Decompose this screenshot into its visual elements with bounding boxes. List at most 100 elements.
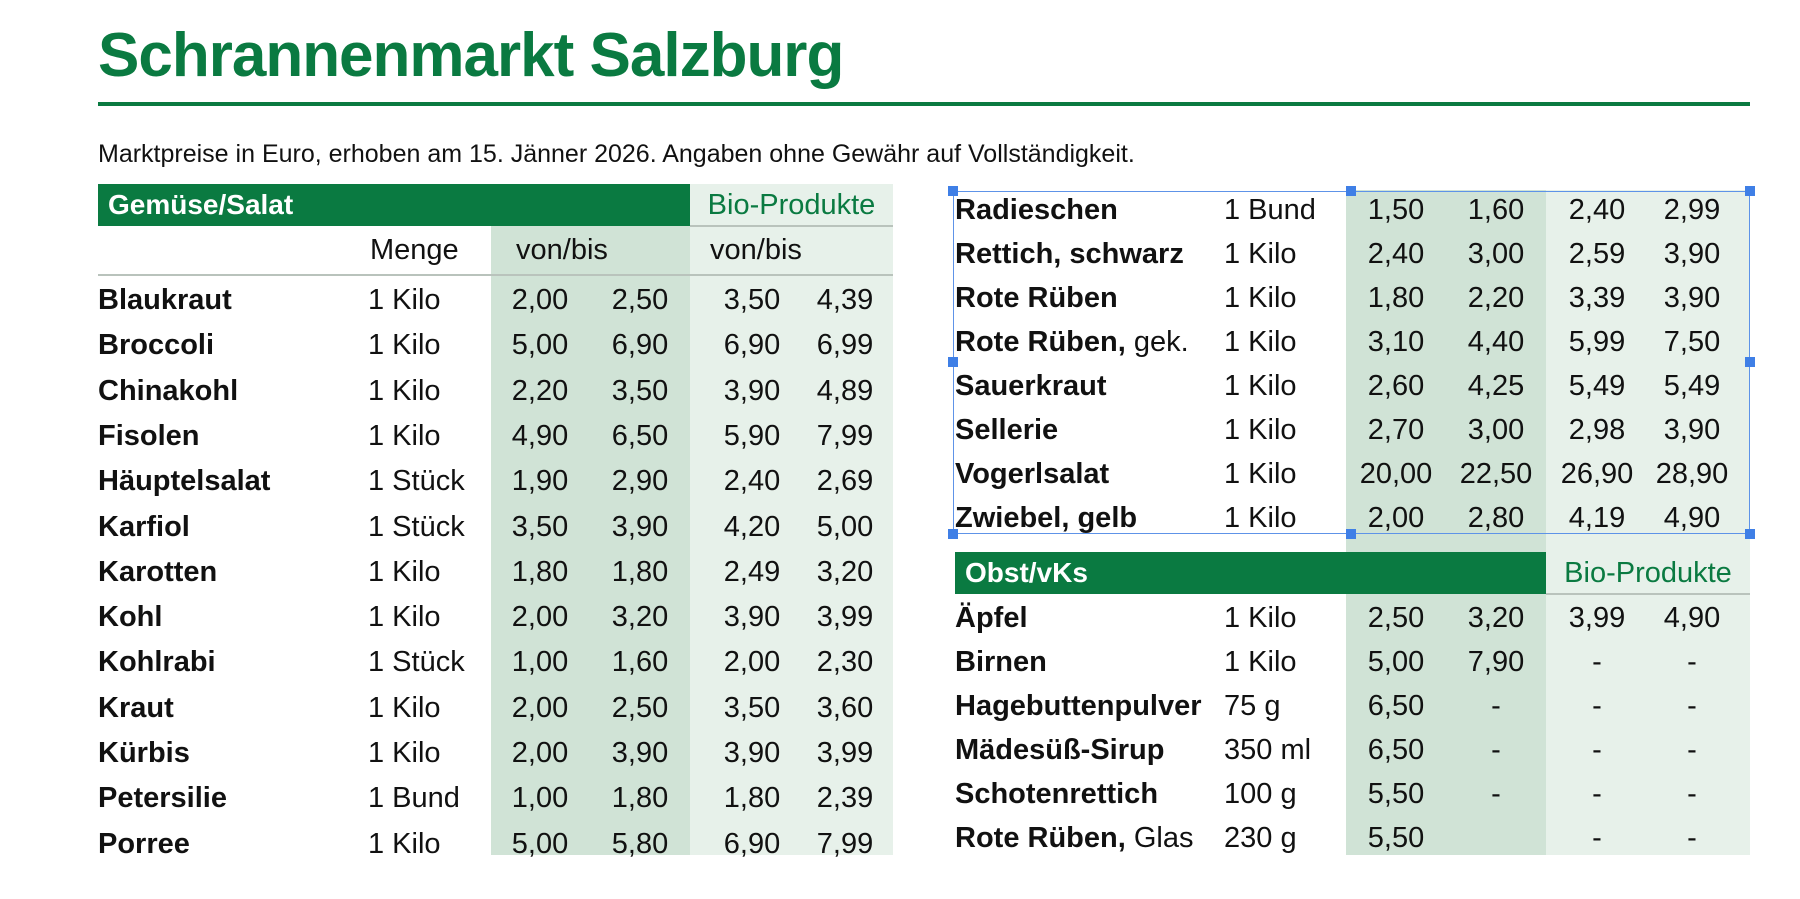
bio-price-to: 3,20 (816, 555, 874, 588)
product-name: Kohl (98, 595, 162, 639)
selection-handle-middle-right[interactable] (1745, 357, 1755, 367)
product-name-text: Blaukraut (98, 284, 232, 316)
product-name-text: Karfiol (98, 510, 190, 543)
price-to: 1,80 (611, 555, 669, 588)
price-from: 2,40 (1367, 238, 1425, 270)
bio-price-from: 3,99 (1568, 602, 1626, 634)
selection-handle-top-right[interactable] (1745, 186, 1755, 196)
bio-price-from: 2,00 (723, 646, 781, 679)
table-row: Birnen 1 Kilo 5,00 7,90 - - (0, 640, 1800, 684)
product-name-text: Rote Rüben, (955, 822, 1126, 854)
price-to: 3,00 (1467, 414, 1525, 446)
product-name: Porree (98, 822, 190, 866)
price-to: 6,50 (611, 419, 669, 452)
product-name: Birnen (955, 640, 1047, 684)
bio-price-from: 2,59 (1568, 238, 1626, 270)
price-from: 6,50 (1367, 734, 1425, 766)
price-to: 2,50 (611, 691, 669, 724)
product-name-text: Fisolen (98, 419, 200, 452)
right-bio-shade (1546, 190, 1750, 855)
price-from: 2,00 (511, 284, 569, 316)
product-name: Rote Rüben, gek. (955, 320, 1189, 364)
table-row: Vogerlsalat 1 Kilo 20,00 22,50 26,90 28,90 (0, 452, 1800, 496)
quantity: 1 Kilo (1224, 414, 1297, 446)
col-header-vonbis: von/bis (516, 234, 608, 266)
bio-price-to: - (1687, 646, 1697, 678)
selection-handle-top-center[interactable] (1346, 186, 1356, 196)
selection-handle-bottom-left[interactable] (948, 529, 958, 539)
price-from: 2,20 (511, 374, 569, 407)
bio-price-to: 3,60 (816, 691, 874, 724)
product-name: Karotten (98, 550, 217, 594)
product-name-text: Äpfel (955, 602, 1028, 634)
selection-handle-top-left[interactable] (948, 186, 958, 196)
bio-price-to: 5,00 (816, 510, 874, 543)
price-to: 4,40 (1467, 326, 1525, 358)
product-name: Rettich, schwarz (955, 232, 1184, 276)
price-to: 1,80 (611, 782, 669, 815)
product-name: Kürbis (98, 731, 190, 775)
product-name-text: Birnen (955, 646, 1047, 678)
product-name-text: Kraut (98, 691, 174, 724)
selection-handle-middle-left[interactable] (948, 357, 958, 367)
bio-price-to: 3,90 (1663, 238, 1721, 270)
product-name-text: Kürbis (98, 737, 190, 769)
bio-price-from: 3,50 (723, 284, 781, 316)
quantity: 100 g (1224, 778, 1297, 810)
bio-price-from: 3,90 (723, 737, 781, 769)
bio-price-from: 3,90 (723, 374, 781, 407)
product-name-text: Radieschen (955, 194, 1118, 226)
price-from: 1,80 (1367, 282, 1425, 314)
product-name-text: Porree (98, 827, 190, 860)
selection-handle-bottom-right[interactable] (1745, 529, 1755, 539)
price-to: 6,90 (611, 329, 669, 362)
bio-price-to: 3,90 (1663, 282, 1721, 314)
price-to: 3,90 (611, 737, 669, 769)
product-name: Sellerie (955, 408, 1058, 452)
bio-price-to: 2,30 (816, 646, 874, 679)
product-name: Äpfel (955, 596, 1028, 640)
bio-price-from: 5,49 (1568, 370, 1626, 402)
price-from: 1,50 (1367, 194, 1425, 226)
quantity: 1 Kilo (1224, 646, 1297, 678)
bio-price-to: 5,49 (1663, 370, 1721, 402)
price-to: 3,00 (1467, 238, 1525, 270)
bio-price-to: - (1687, 778, 1697, 810)
bio-price-from: 1,80 (723, 782, 781, 815)
bio-price-from: - (1592, 646, 1602, 678)
price-from: 2,60 (1367, 370, 1425, 402)
table-row: Rettich, schwarz 1 Kilo 2,40 3,00 2,59 3,90 (0, 232, 1800, 276)
quantity: 1 Stück (368, 510, 465, 543)
section-header-gemuese: Gemüse/Salat (98, 184, 690, 226)
quantity: 1 Kilo (368, 691, 441, 724)
price-to: 4,25 (1467, 370, 1525, 402)
quantity: 75 g (1224, 690, 1281, 722)
table-row: Hagebuttenpulver 75 g 6,50 - - - (0, 684, 1800, 728)
bio-price-to: 7,99 (816, 827, 874, 860)
selection-handle-bottom-center[interactable] (1346, 529, 1356, 539)
col-header-bio-vonbis: von/bis (710, 234, 802, 266)
quantity: 1 Bund (1224, 194, 1316, 226)
bio-price-to: 2,69 (816, 465, 874, 498)
header-divider-left (98, 274, 893, 276)
page-title: Schrannenmarkt Salzburg (98, 21, 844, 90)
table-row: Kohl 1 Kilo 2,00 3,20 3,90 3,99 (0, 595, 1800, 639)
col-header-menge: Menge (370, 234, 459, 266)
table-row: Rote Rüben, gek. 1 Kilo 3,10 4,40 5,99 7,50 (0, 320, 1800, 364)
price-to: 2,50 (611, 284, 669, 316)
price-from: 1,00 (511, 782, 569, 815)
bio-price-to: 3,99 (816, 601, 874, 634)
quantity: 1 Kilo (1224, 238, 1297, 270)
product-name-text: Rote Rüben, (955, 326, 1126, 358)
price-to: 3,50 (611, 374, 669, 407)
bio-price-from: - (1592, 734, 1602, 766)
table-row: Kraut 1 Kilo 2,00 2,50 3,50 3,60 (0, 686, 1800, 730)
product-name-suffix: gek. (1125, 326, 1189, 358)
quantity: 1 Stück (368, 646, 465, 679)
price-to: 2,80 (1467, 502, 1525, 534)
price-from: 5,50 (1367, 822, 1425, 854)
price-from: 5,00 (511, 827, 569, 860)
product-name-text: Chinakohl (98, 374, 239, 407)
bio-price-to: 2,39 (816, 782, 874, 815)
selection-frame[interactable] (953, 191, 1750, 534)
